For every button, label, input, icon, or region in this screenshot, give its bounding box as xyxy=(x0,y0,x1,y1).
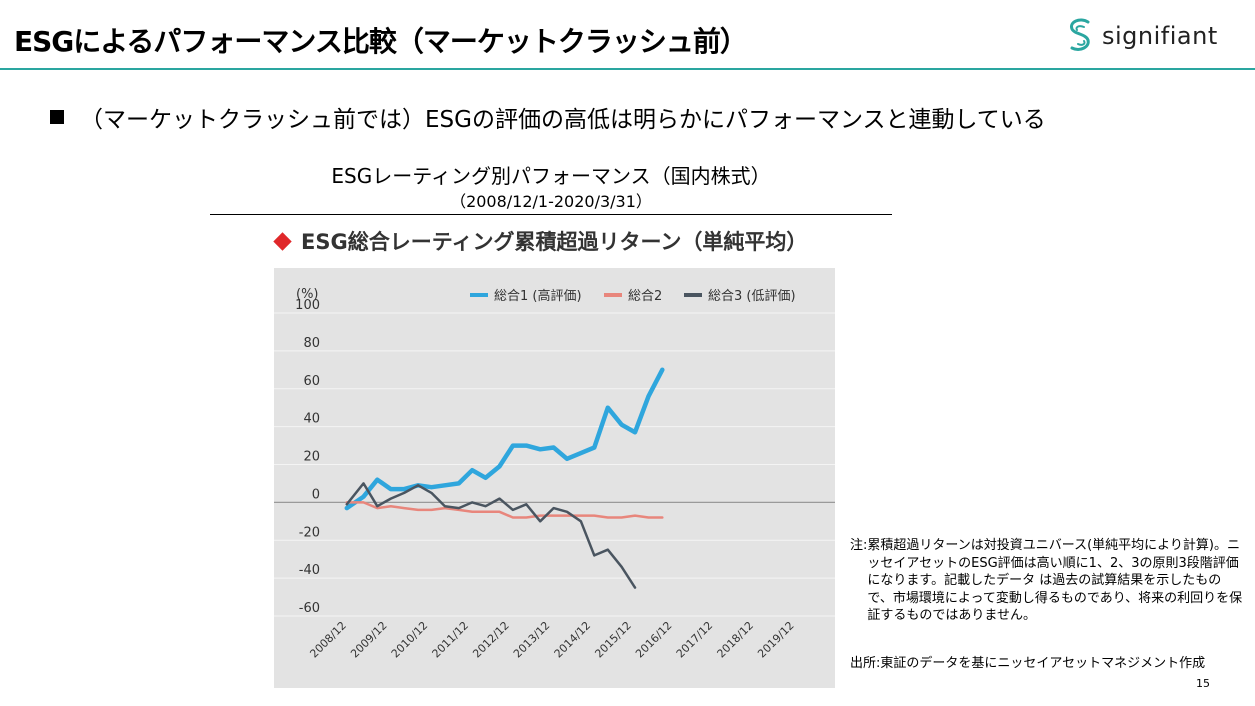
y-tick-label: 100 xyxy=(295,298,320,313)
bullet-point: （マーケットクラッシュ前では）ESGの評価の高低は明らかにパフォーマンスと連動し… xyxy=(50,100,1046,134)
series-line xyxy=(344,367,665,511)
bullet-text: （マーケットクラッシュ前では）ESGの評価の高低は明らかにパフォーマンスと連動し… xyxy=(80,107,1046,133)
series-line xyxy=(345,501,664,519)
x-tick-label: 2012/12 xyxy=(470,619,512,661)
chart-subtitle-text: ESG総合レーティング累積超過リターン（単純平均） xyxy=(301,230,808,254)
x-tick-label: 2015/12 xyxy=(592,619,634,661)
y-tick-label: 40 xyxy=(303,412,320,427)
x-tick-label: 2014/12 xyxy=(552,619,594,661)
y-tick-label: 20 xyxy=(303,450,320,465)
x-tick-label: 2018/12 xyxy=(715,619,757,661)
footnote-label: 注: xyxy=(850,538,868,553)
legend-label: 総合2 xyxy=(628,289,662,304)
chart-subtitle: ESG総合レーティング累積超過リターン（単純平均） xyxy=(272,226,807,256)
x-tick-label: 2013/12 xyxy=(511,619,553,661)
legend-label: 総合1 (高評価) xyxy=(494,288,582,304)
brand-name: signifiant xyxy=(1102,22,1218,50)
series-line xyxy=(345,482,637,589)
title-underline xyxy=(0,68,1255,70)
legend-label: 総合3 (低評価) xyxy=(708,289,796,304)
x-tick-label: 2017/12 xyxy=(674,619,716,661)
page-number: 15 xyxy=(1196,677,1210,690)
chart-heading: ESGレーティング別パフォーマンス（国内株式） xyxy=(331,164,771,188)
y-tick-label: 0 xyxy=(312,487,320,502)
chart-panel: 100 80 60 40 20 0 -20 -40 -60 (%) 2008/12 2009/12 20… xyxy=(274,268,835,688)
source-note: 出所:東証のデータを基にニッセイアセットマネジメント作成 xyxy=(850,656,1206,671)
x-tick-label: 2010/12 xyxy=(389,619,431,661)
y-tick-label: 60 xyxy=(303,374,320,389)
y-tick-label: -60 xyxy=(299,601,320,616)
chart-heading-rule xyxy=(210,214,892,215)
x-tick-label: 2008/12 xyxy=(307,619,349,661)
slide-title: ESGによるパフォーマンス比較（マーケットクラッシュ前） xyxy=(14,25,748,58)
x-tick-label: 2016/12 xyxy=(633,619,675,661)
brand-logo: signifiant xyxy=(1066,18,1218,54)
chart-period: （2008/12/1-2020/3/31） xyxy=(450,192,652,211)
red-diamond-icon xyxy=(273,231,292,251)
x-tick-label: 2009/12 xyxy=(348,619,390,661)
y-tick-label: -40 xyxy=(299,563,320,578)
footnote-text: 累積超過リターンは対投資ユニバース(単純平均により計算)。ニッセイアセットのES… xyxy=(867,538,1243,623)
square-bullet-icon xyxy=(50,110,64,124)
x-tick-label: 2011/12 xyxy=(430,619,472,661)
signifiant-logo-icon xyxy=(1070,18,1090,51)
footnote: 注: 累積超過リターンは対投資ユニバース(単純平均により計算)。ニッセイアセット… xyxy=(850,537,1245,625)
y-tick-label: -20 xyxy=(299,525,320,540)
y-tick-label: 80 xyxy=(303,336,320,351)
x-tick-label: 2019/12 xyxy=(755,619,797,661)
y-axis-unit-label: (%) xyxy=(296,287,319,302)
